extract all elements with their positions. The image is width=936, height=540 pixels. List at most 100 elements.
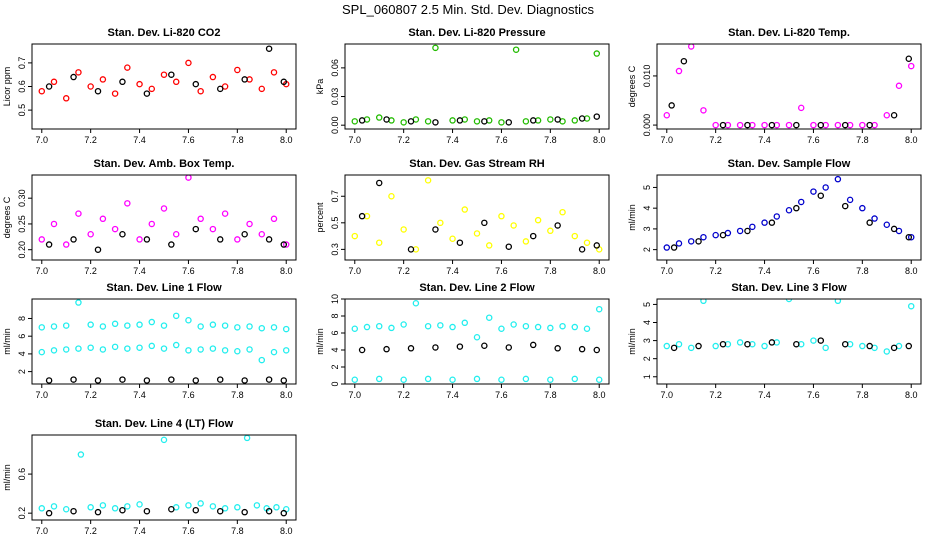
point: [768, 219, 776, 226]
x-tick-label: 7.6: [807, 135, 820, 145]
point: [883, 348, 891, 355]
point: [859, 204, 866, 212]
point: [424, 118, 432, 125]
point: [265, 507, 273, 515]
point: [793, 340, 800, 348]
point: [383, 345, 390, 353]
point: [143, 507, 151, 515]
point: [351, 376, 359, 383]
panel-title: Stan. Dev. Gas Stream RH: [409, 158, 545, 170]
point: [241, 230, 248, 238]
x-tick-label: 7.0: [36, 266, 49, 276]
plot-area: [38, 45, 290, 102]
point: [905, 342, 913, 350]
point: [773, 213, 781, 220]
point: [473, 333, 481, 341]
point: [124, 322, 131, 329]
point: [168, 71, 175, 78]
point: [87, 344, 94, 351]
point: [234, 236, 241, 243]
point: [890, 344, 898, 352]
point: [280, 509, 288, 517]
point: [136, 501, 143, 508]
x-tick-label: 7.4: [758, 390, 771, 400]
y-tick-label: 4: [330, 347, 340, 352]
x-tick-label: 7.0: [349, 390, 362, 400]
y-tick-label: 10: [330, 294, 340, 304]
point: [670, 244, 678, 251]
point: [846, 196, 854, 204]
point: [160, 205, 168, 212]
y-tick-label: 0.7: [17, 57, 27, 70]
plot-frame: [344, 298, 610, 385]
point: [270, 348, 278, 356]
point: [890, 225, 898, 233]
point: [148, 220, 156, 228]
point: [700, 299, 707, 305]
point: [136, 321, 143, 328]
point: [45, 377, 53, 384]
point: [375, 375, 383, 383]
point: [375, 179, 383, 187]
x-tick-label: 7.0: [36, 390, 49, 400]
panel: Stan. Dev. Amb. Box Temp. degrees C 7.0 7.2…: [2, 158, 297, 276]
x-tick-label: 7.4: [446, 390, 459, 400]
panel-title: Stan. Dev. Line 4 (LT) Flow: [95, 418, 234, 430]
point: [172, 341, 180, 349]
point: [432, 44, 439, 52]
x-tick-label: 7.4: [133, 266, 146, 276]
point: [841, 121, 849, 129]
point: [744, 227, 751, 235]
point: [797, 198, 805, 206]
point: [185, 59, 192, 67]
point: [473, 118, 481, 125]
x-tick-label: 7.8: [856, 135, 869, 145]
panel: Stan. Dev. Li-820 CO2 Licor ppm 7.0 7.2 7.4 7…: [2, 27, 297, 145]
point: [498, 212, 505, 220]
x-tick-label: 7.2: [709, 266, 722, 276]
x-tick-label: 7.4: [133, 390, 146, 400]
point: [38, 505, 46, 512]
x-tick-label: 7.6: [495, 135, 508, 145]
x-tick-label: 7.8: [231, 390, 244, 400]
point: [744, 340, 751, 348]
x-tick-label: 7.4: [133, 135, 146, 145]
point: [859, 342, 866, 350]
point: [111, 343, 119, 351]
point: [505, 344, 513, 351]
point: [437, 322, 444, 329]
point: [136, 344, 143, 351]
point: [168, 376, 175, 383]
point: [221, 210, 229, 217]
point: [280, 241, 288, 248]
point: [547, 227, 554, 235]
point: [75, 210, 82, 217]
point: [241, 508, 248, 516]
y-axis-label: degrees C: [627, 65, 637, 107]
point: [99, 215, 107, 223]
x-tick-label: 7.4: [758, 266, 771, 276]
y-tick-label: 0.7: [330, 190, 340, 203]
x-tick-label: 7.2: [709, 135, 722, 145]
plot-area: [663, 44, 915, 129]
point: [595, 305, 603, 313]
panel-title: Stan. Dev. Line 3 Flow: [731, 282, 847, 294]
y-tick-label: 0.06: [330, 59, 340, 77]
point: [62, 322, 70, 329]
point: [512, 46, 520, 53]
x-tick-label: 7.2: [84, 266, 97, 276]
point: [258, 230, 266, 238]
y-tick-label: 1: [642, 374, 652, 379]
point: [571, 117, 579, 124]
point: [148, 342, 156, 350]
point: [216, 236, 224, 243]
point: [50, 220, 58, 228]
point: [234, 324, 241, 331]
y-tick-label: 0.03: [330, 88, 340, 106]
point: [358, 117, 366, 124]
x-tick-label: 7.2: [397, 390, 410, 400]
point: [388, 324, 395, 332]
plot-area: [351, 177, 603, 253]
y-tick-label: 4: [642, 206, 652, 211]
point: [253, 502, 261, 509]
